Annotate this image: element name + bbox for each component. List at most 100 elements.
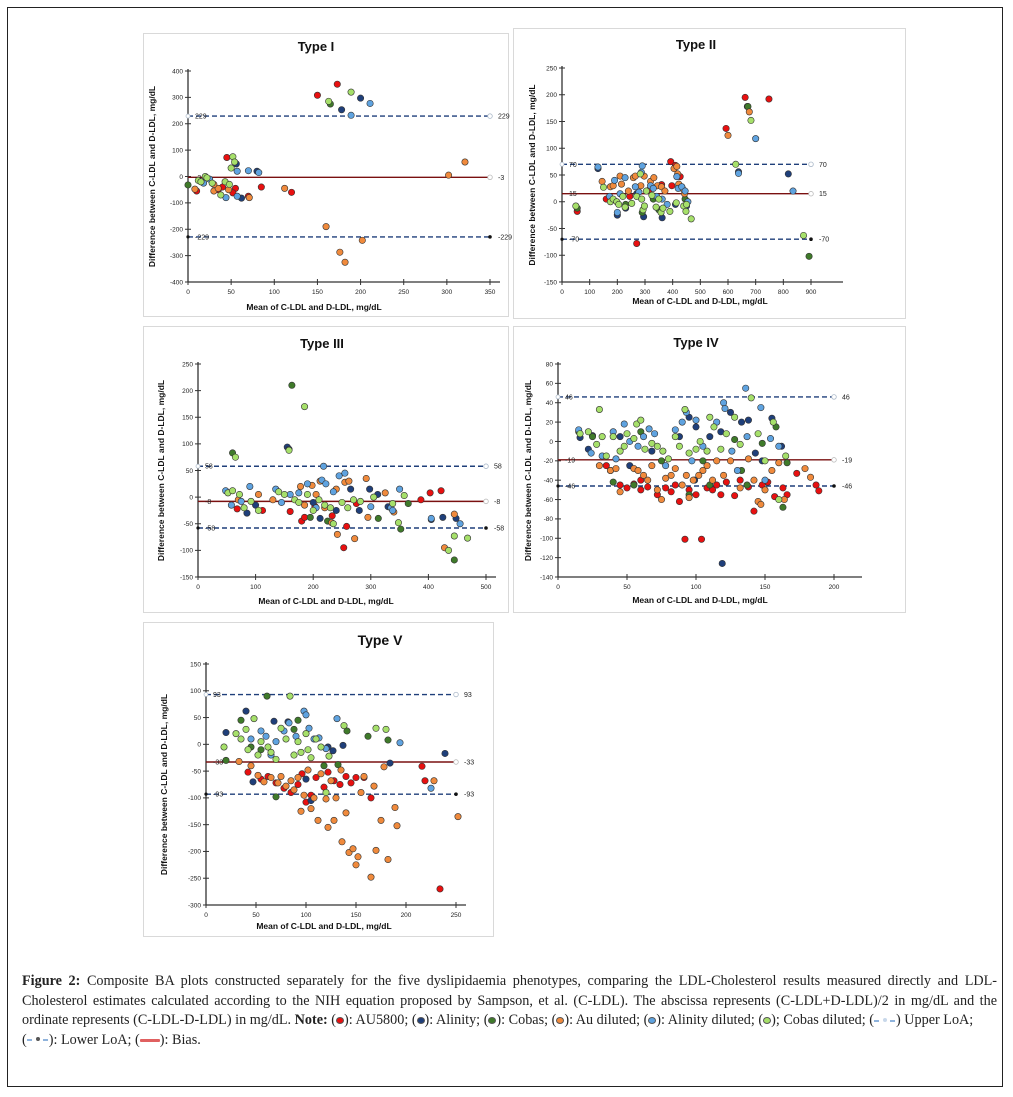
y-tick-label: 150 bbox=[190, 661, 201, 668]
data-point bbox=[722, 478, 730, 486]
legend-label: : Cobas; bbox=[501, 1012, 549, 1028]
note-label: Note: bbox=[294, 1012, 328, 1028]
lower-label-left: -58 bbox=[205, 526, 215, 533]
series-au5800 bbox=[233, 487, 445, 552]
data-point bbox=[247, 735, 255, 743]
data-point bbox=[222, 756, 230, 764]
data-point bbox=[384, 736, 392, 744]
data-point bbox=[332, 506, 340, 514]
data-point bbox=[294, 738, 302, 746]
data-point bbox=[572, 202, 580, 210]
data-point bbox=[671, 433, 679, 441]
data-point bbox=[698, 535, 706, 543]
data-point bbox=[389, 500, 397, 508]
data-point bbox=[615, 200, 623, 208]
data-point bbox=[314, 816, 322, 824]
data-point bbox=[784, 170, 792, 178]
data-point bbox=[380, 763, 388, 771]
data-point bbox=[244, 768, 252, 776]
data-point bbox=[731, 492, 739, 500]
data-point bbox=[587, 449, 595, 457]
data-point bbox=[290, 751, 298, 759]
bias-label-right: -19 bbox=[842, 457, 852, 464]
data-point bbox=[255, 169, 263, 177]
data-point bbox=[758, 439, 766, 447]
data-point bbox=[427, 514, 435, 522]
x-tick-label: 600 bbox=[723, 289, 734, 296]
y-tick-label: -200 bbox=[188, 849, 201, 856]
upper-loa-start-marker bbox=[559, 161, 565, 167]
scatter-points bbox=[572, 93, 813, 260]
x-tick-label: 50 bbox=[228, 289, 236, 296]
data-point bbox=[304, 766, 312, 774]
data-point bbox=[290, 786, 298, 794]
data-point bbox=[609, 478, 617, 486]
data-point bbox=[277, 772, 285, 780]
data-point bbox=[456, 520, 464, 528]
x-tick-label: 0 bbox=[186, 289, 190, 296]
data-point bbox=[752, 135, 760, 143]
data-point bbox=[720, 471, 728, 479]
data-point bbox=[306, 513, 314, 521]
upper-label-right: 58 bbox=[494, 464, 502, 471]
data-point bbox=[775, 442, 783, 450]
data-point bbox=[640, 433, 648, 441]
x-tick-label: 50 bbox=[252, 912, 260, 919]
x-tick-label: 500 bbox=[695, 289, 706, 296]
data-point bbox=[237, 716, 245, 724]
y-tick-label: -80 bbox=[544, 516, 554, 523]
data-point bbox=[267, 748, 275, 756]
data-point bbox=[244, 746, 252, 754]
lower-loa-marker bbox=[484, 526, 488, 530]
data-point bbox=[396, 485, 404, 493]
y-tick-label: 80 bbox=[546, 361, 554, 368]
x-tick-label: 300 bbox=[640, 289, 651, 296]
data-point bbox=[244, 167, 252, 175]
chart-title: Type I bbox=[298, 39, 335, 54]
data-point bbox=[658, 457, 666, 465]
data-point bbox=[257, 727, 265, 735]
y-axis-label: Difference between C-LDL and D-LDL, mg/d… bbox=[527, 84, 537, 265]
y-tick-label: 60 bbox=[546, 381, 554, 388]
data-point bbox=[329, 747, 337, 755]
data-point bbox=[337, 766, 345, 774]
data-point bbox=[381, 489, 389, 497]
data-point bbox=[624, 187, 632, 195]
data-point bbox=[619, 192, 627, 200]
data-point bbox=[389, 506, 397, 514]
data-point bbox=[727, 457, 735, 465]
data-point bbox=[349, 845, 357, 853]
chart-title: Type II bbox=[676, 37, 716, 52]
data-point bbox=[386, 759, 394, 767]
data-point bbox=[240, 504, 248, 512]
data-point bbox=[184, 181, 192, 189]
data-point bbox=[454, 813, 462, 821]
data-point bbox=[257, 746, 265, 754]
data-point bbox=[220, 743, 228, 751]
data-point bbox=[257, 738, 265, 746]
data-point bbox=[815, 487, 823, 495]
data-point bbox=[322, 795, 330, 803]
y-axis-label: Difference between C-LDL and D-LDL, mg/d… bbox=[159, 694, 169, 875]
data-point bbox=[281, 184, 289, 192]
series-cobas-diluted bbox=[224, 403, 472, 554]
data-point bbox=[793, 469, 801, 477]
legend-swatch-cobas-diluted bbox=[763, 1017, 772, 1025]
data-point bbox=[743, 433, 751, 441]
data-point bbox=[231, 453, 239, 461]
data-point bbox=[783, 459, 791, 467]
data-point bbox=[336, 781, 344, 789]
y-tick-label: -120 bbox=[540, 555, 553, 562]
data-point bbox=[394, 519, 402, 527]
data-point bbox=[249, 778, 257, 786]
data-point bbox=[301, 403, 309, 411]
data-point bbox=[576, 430, 584, 438]
data-point bbox=[233, 167, 241, 175]
upper-loa-marker bbox=[831, 394, 837, 400]
y-tick-label: -400 bbox=[170, 279, 183, 286]
data-point bbox=[334, 761, 342, 769]
data-point bbox=[350, 496, 358, 504]
data-point bbox=[747, 116, 755, 124]
data-point bbox=[634, 442, 642, 450]
data-point bbox=[775, 459, 783, 467]
